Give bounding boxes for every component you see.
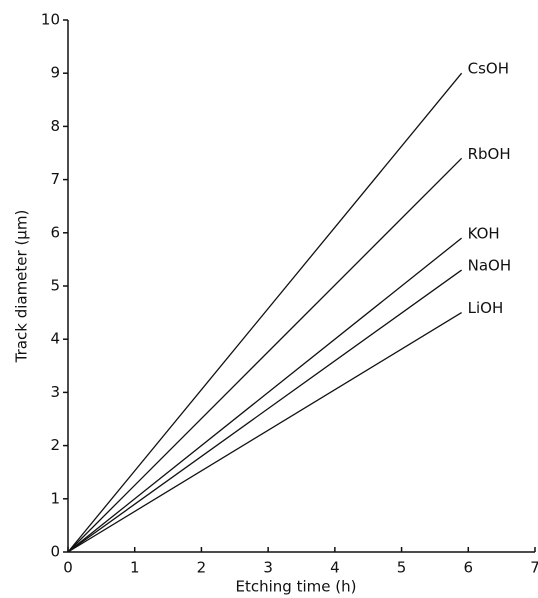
y-tick-label: 10 [41, 11, 60, 29]
x-tick-label: 7 [530, 559, 538, 577]
y-tick-label: 8 [50, 117, 60, 135]
y-axis-title: Track diameter (µm) [13, 210, 31, 364]
x-axis-title: Etching time (h) [236, 578, 357, 596]
series-line [68, 313, 462, 552]
y-tick-label: 5 [50, 277, 60, 295]
series-label: CsOH [468, 60, 509, 78]
y-tick-label: 9 [50, 64, 60, 82]
y-tick-label: 0 [50, 543, 60, 561]
x-tick-label: 2 [197, 559, 207, 577]
y-tick-label: 2 [50, 436, 60, 454]
x-tick-label: 6 [464, 559, 474, 577]
chart: Etching time (h) Track diameter (µm) 0 1 2… [0, 0, 538, 598]
series-line [68, 158, 462, 552]
y-tick-label: 1 [50, 489, 60, 507]
x-tick-label: 0 [63, 559, 73, 577]
x-tick-label: 3 [263, 559, 273, 577]
x-tick-label: 5 [397, 559, 407, 577]
series-line [68, 238, 462, 552]
x-tick-label: 4 [330, 559, 340, 577]
series-label: LiOH [468, 299, 504, 317]
series-label: NaOH [468, 257, 512, 275]
y-tick-label: 4 [50, 330, 60, 348]
series-label: KOH [468, 225, 500, 243]
y-tick-label: 3 [50, 383, 60, 401]
series-label: RbOH [468, 145, 511, 163]
y-tick-label: 6 [50, 223, 60, 241]
x-tick-label: 1 [130, 559, 140, 577]
y-tick-label: 7 [50, 170, 60, 188]
